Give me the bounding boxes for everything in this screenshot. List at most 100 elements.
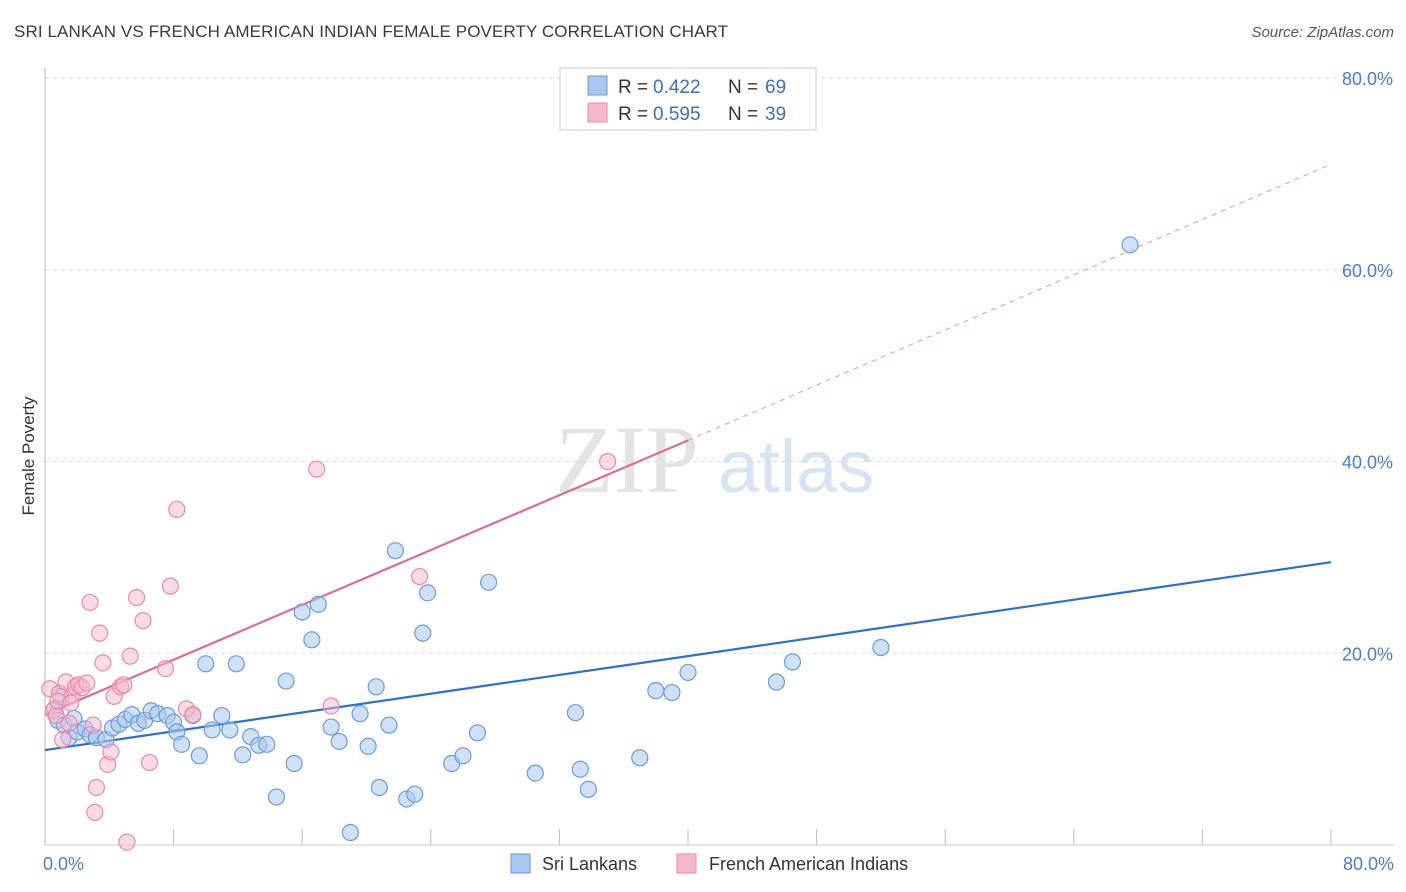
- point-sri-lankans-34: [267, 788, 286, 806]
- point-french-american-indians-21: [118, 833, 136, 851]
- point-sri-lankans-56: [480, 573, 498, 591]
- point-sri-lankans-65: [767, 673, 786, 691]
- point-sri-lankans-47: [380, 716, 398, 734]
- point-sri-lankans-64: [679, 663, 697, 682]
- point-sri-lankans-26: [203, 721, 221, 739]
- y-axis-tick-labels: 20.0% 40.0% 60.0% 80.0%: [1342, 69, 1393, 664]
- point-french-american-indians-14: [87, 778, 106, 797]
- series-french-american-indians-points: [41, 452, 617, 851]
- point-french-american-indians-6: [60, 714, 78, 732]
- y-tick-label-80: 80.0%: [1342, 69, 1393, 89]
- point-sri-lankans-40: [322, 718, 340, 736]
- point-french-american-indians-24: [134, 612, 152, 630]
- x-tick-label-min: 0.0%: [43, 854, 84, 874]
- legend-n-value-blue: 69: [765, 77, 786, 98]
- point-french-american-indians-25: [140, 753, 159, 772]
- point-french-american-indians-27: [161, 577, 179, 595]
- point-french-american-indians-11: [78, 674, 96, 692]
- trend-lines: [44, 163, 1332, 752]
- legend-n-label-blue: N =: [728, 77, 758, 98]
- point-sri-lankans-46: [370, 778, 388, 797]
- bottom-legend: Sri Lankans French American Indians: [510, 853, 908, 874]
- bottom-legend-swatch-blue: [510, 853, 531, 874]
- point-sri-lankans-59: [571, 760, 589, 778]
- y-tick-label-40: 40.0%: [1342, 453, 1393, 473]
- bottom-legend-swatch-pink: [676, 853, 697, 874]
- point-sri-lankans-55: [468, 724, 487, 742]
- legend-r-label-pink: R =: [618, 104, 648, 125]
- point-french-american-indians-35: [86, 803, 104, 822]
- point-sri-lankans-60: [579, 780, 597, 798]
- point-sri-lankans-48: [386, 542, 405, 560]
- x-tick-label-max: 80.0%: [1343, 854, 1394, 874]
- point-sri-lankans-29: [227, 655, 245, 673]
- trendline-french-american-indians: [44, 439, 689, 716]
- legend-swatch-blue: [587, 75, 608, 96]
- y-tick-label-20: 20.0%: [1342, 644, 1393, 664]
- point-sri-lankans-45: [367, 678, 385, 696]
- point-sri-lankans-33: [258, 735, 276, 753]
- point-sri-lankans-50: [406, 785, 424, 803]
- bottom-legend-label-french-american-indians: French American Indians: [709, 854, 908, 874]
- point-french-american-indians-32: [322, 697, 340, 715]
- y-axis-label: Female Poverty: [19, 396, 38, 516]
- point-sri-lankans-25: [197, 655, 215, 673]
- source-credit: Source: ZipAtlas.com: [1251, 24, 1394, 41]
- point-sri-lankans-58: [566, 704, 585, 722]
- legend: R = 0.422 N = 69 R = 0.595 N = 39: [559, 67, 817, 131]
- x-axis-ticks: [44, 829, 1332, 845]
- point-french-american-indians-37: [62, 694, 80, 712]
- legend-r-label-blue: R =: [618, 77, 648, 98]
- legend-r-value-pink: 0.595: [653, 104, 701, 125]
- point-sri-lankans-52: [418, 584, 437, 602]
- point-sri-lankans-68: [1121, 236, 1139, 254]
- point-sri-lankans-43: [351, 705, 369, 723]
- point-french-american-indians-15: [91, 624, 109, 642]
- trendline-sri-lankans: [44, 561, 1332, 752]
- point-sri-lankans-27: [213, 706, 231, 725]
- point-sri-lankans-30: [234, 746, 252, 764]
- point-sri-lankans-36: [285, 754, 303, 773]
- series-sri-lankans-points: [46, 236, 1139, 842]
- point-sri-lankans-61: [631, 749, 649, 767]
- point-french-american-indians-16: [94, 654, 112, 672]
- point-sri-lankans-41: [330, 732, 348, 751]
- point-sri-lankans-54: [454, 747, 472, 765]
- axes: [44, 68, 1394, 846]
- point-french-american-indians-28: [168, 500, 186, 519]
- x-axis-tick-labels: 0.0% 80.0%: [43, 854, 1394, 874]
- point-sri-lankans-24: [190, 747, 208, 765]
- point-french-american-indians-23: [128, 589, 146, 607]
- point-french-american-indians-38: [115, 676, 133, 694]
- point-sri-lankans-35: [277, 672, 295, 690]
- point-french-american-indians-34: [599, 452, 617, 471]
- legend-n-label-pink: N =: [728, 104, 758, 125]
- point-sri-lankans-66: [783, 653, 802, 671]
- point-french-american-indians-4: [54, 730, 72, 749]
- point-french-american-indians-22: [121, 647, 139, 665]
- legend-swatch-pink: [587, 102, 608, 123]
- point-sri-lankans-28: [221, 721, 239, 739]
- point-sri-lankans-67: [872, 638, 890, 657]
- point-sri-lankans-39: [309, 595, 327, 613]
- point-sri-lankans-38: [303, 631, 321, 649]
- point-french-american-indians-18: [102, 743, 120, 761]
- watermark-atlas: atlas: [718, 425, 874, 508]
- point-french-american-indians-33: [410, 567, 429, 586]
- point-french-american-indians-12: [81, 593, 99, 612]
- chart-title: SRI LANKAN VS FRENCH AMERICAN INDIAN FEM…: [14, 22, 729, 41]
- point-sri-lankans-22: [173, 735, 191, 753]
- bottom-legend-label-sri-lankans: Sri Lankans: [542, 854, 637, 874]
- legend-n-value-pink: 39: [765, 104, 786, 125]
- point-sri-lankans-63: [663, 683, 681, 702]
- point-sri-lankans-62: [647, 682, 665, 700]
- point-french-american-indians-31: [308, 460, 326, 478]
- watermark-zip: ZIP: [555, 406, 699, 513]
- point-sri-lankans-42: [341, 823, 360, 842]
- y-tick-label-60: 60.0%: [1342, 261, 1393, 281]
- point-sri-lankans-44: [359, 737, 377, 755]
- watermark: ZIP atlas: [555, 406, 874, 513]
- point-french-american-indians-30: [184, 706, 202, 724]
- legend-r-value-blue: 0.422: [653, 77, 701, 98]
